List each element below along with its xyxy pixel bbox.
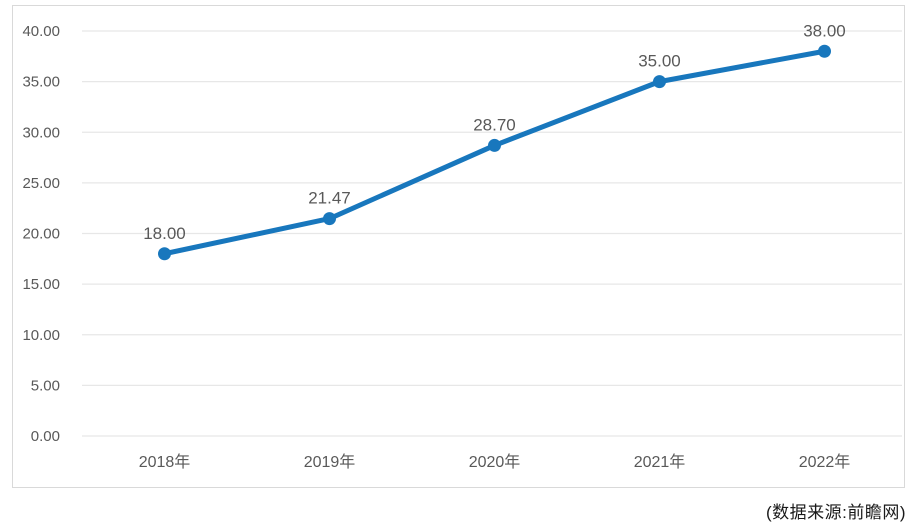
- x-axis-label: 2022年: [799, 453, 851, 471]
- data-point-label: 35.00: [638, 52, 681, 71]
- line-chart: 0.00 5.00 10.00 15.00 20.00 25.00 30.00 35.00 40…: [22, 21, 902, 471]
- y-axis-tick-label: 35.00: [22, 74, 60, 91]
- source-note: (数据来源:前瞻网): [765, 503, 906, 522]
- x-axis-label: 2019年: [304, 453, 356, 471]
- data-point-label: 28.70: [473, 115, 516, 134]
- x-axis-label: 2020年: [469, 453, 521, 471]
- data-point-marker: [653, 75, 666, 89]
- data-point-label: 38.00: [803, 21, 846, 40]
- y-axis-tick-label: 5.00: [31, 377, 60, 394]
- y-axis-tick-label: 40.00: [22, 23, 60, 40]
- y-axis-tick-label: 15.00: [22, 276, 60, 293]
- data-point-marker: [158, 247, 171, 261]
- y-axis-tick-label: 0.00: [31, 428, 60, 445]
- data-point-marker: [488, 138, 501, 152]
- y-axis-tick-label: 20.00: [22, 226, 60, 243]
- data-point-marker: [323, 212, 336, 226]
- x-axis-label: 2021年: [634, 453, 686, 471]
- data-point-label: 21.47: [308, 189, 351, 208]
- chart-frame: 0.00 5.00 10.00 15.00 20.00 25.00 30.00 35.00 40…: [12, 5, 905, 488]
- y-axis-tick-label: 25.00: [22, 175, 60, 192]
- data-point-marker: [818, 44, 831, 58]
- data-point-label: 18.00: [143, 224, 186, 243]
- y-axis-tick-label: 10.00: [22, 327, 60, 344]
- y-axis-tick-label: 30.00: [22, 124, 60, 141]
- x-axis-label: 2018年: [139, 453, 191, 471]
